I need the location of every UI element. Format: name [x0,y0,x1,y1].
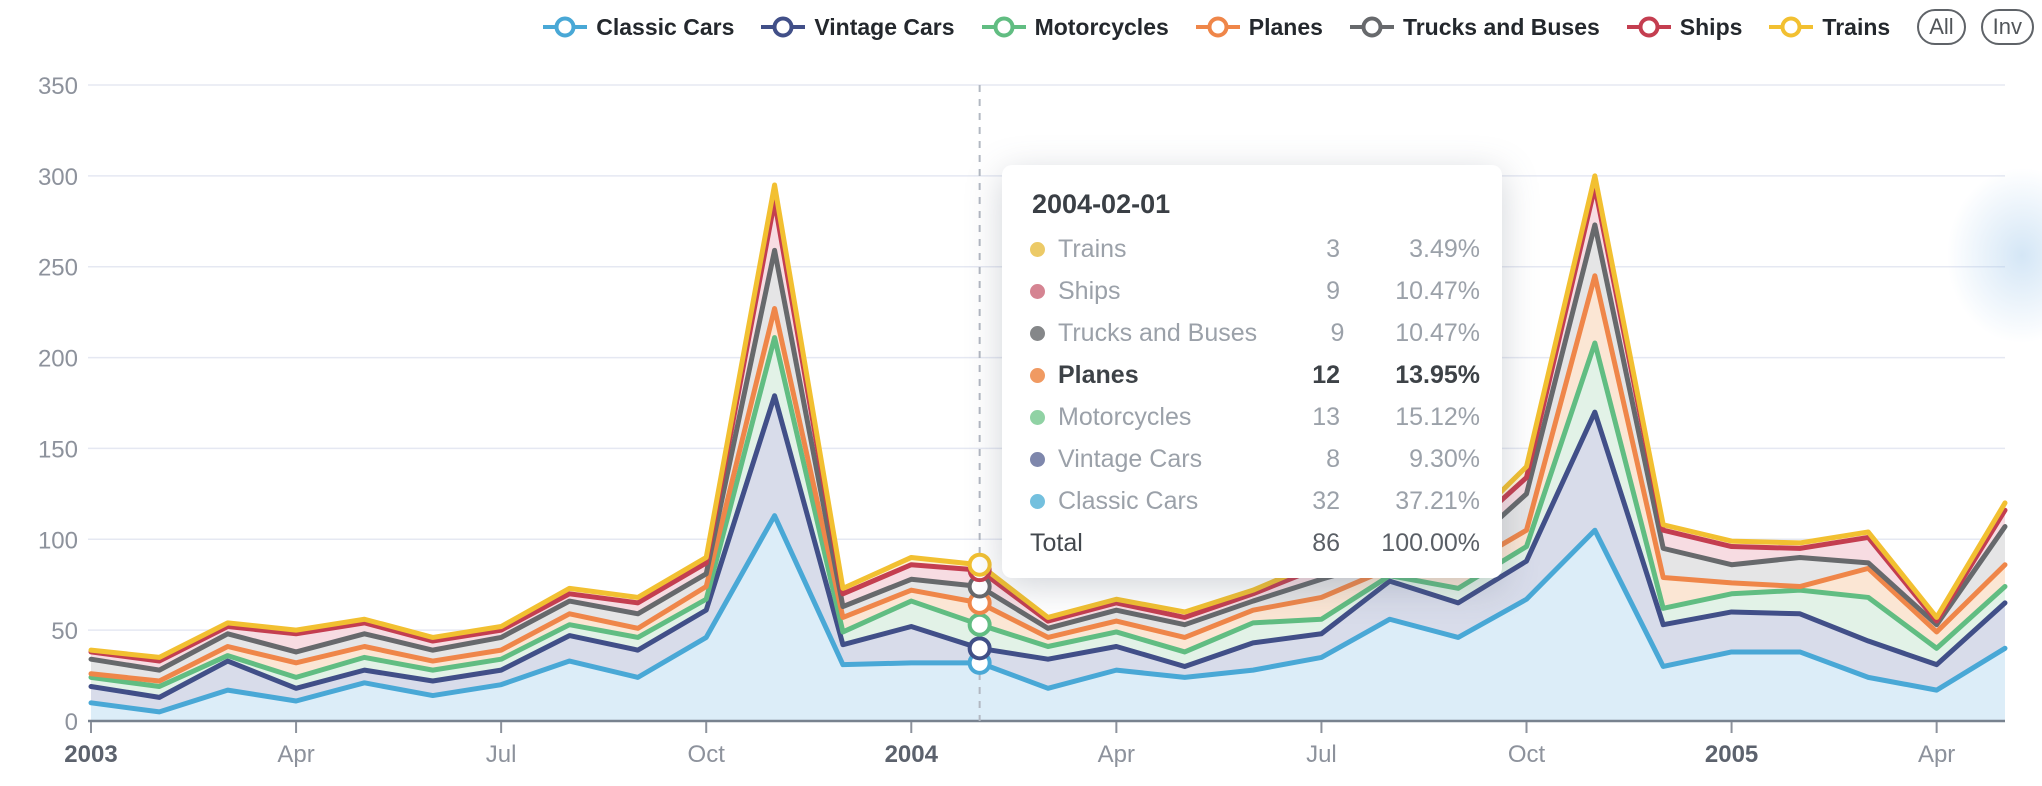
tooltip-rows: Trains 3 3.49% Ships 9 10.47% Trucks and Buses… [1030,228,1480,564]
y-axis-label: 100 [38,527,78,554]
tooltip-series-percent: 100.00% [1381,528,1480,557]
tooltip-series-value: 32 [1312,486,1340,515]
hover-marker-trains [967,552,992,577]
y-axis-label: 50 [51,618,78,645]
series-line-vintage-cars [88,393,2008,700]
legend-item-trains[interactable]: Trains [1769,14,1890,41]
tooltip-date: 2004-02-01 [1032,189,1171,219]
x-axis-label: 2003 [64,741,117,768]
tooltip-series-value: 3 [1326,234,1340,263]
tooltip-row-classic-cars: Classic Cars 32 37.21% [1030,480,1480,522]
series-line-ships [88,184,2008,664]
x-axis-label: 2005 [1705,741,1758,768]
legend-label: Ships [1679,13,1743,40]
tooltip-series-name: Motorcycles [1058,402,1192,431]
series-line-motorcycles [88,335,2008,689]
tooltip-series-name: Total [1030,528,1083,557]
x-axis-label: 2004 [885,741,939,768]
legend-marker-icon [1769,16,1814,38]
legend-marker-icon [543,16,588,38]
y-axis-label: 250 [38,255,78,282]
tooltip-series-name: Trucks and Buses [1058,318,1258,347]
hover-marker-motorcycles [967,612,992,637]
tooltip-series-percent: 3.49% [1409,234,1480,263]
tooltip-row-ships: Ships 9 10.47% [1030,270,1480,312]
tooltip: 2004-02-01 Trains 3 3.49% Ships 9 10.47% Truck… [1002,165,1502,578]
x-axis-label: Oct [688,741,726,768]
y-axis-label: 350 [38,73,78,100]
x-axis-label: Apr [277,741,314,768]
y-axis-label: 300 [38,164,78,191]
area-fill-vintage-cars [91,395,2005,712]
y-axis-label: 150 [38,436,78,463]
legend-item-classic-cars[interactable]: Classic Cars [543,14,734,41]
tooltip-row-vintage-cars: Vintage Cars 8 9.30% [1030,438,1480,480]
legend-label: Planes [1248,13,1323,40]
series-dot-icon [1030,325,1045,341]
area-fill-classic-cars [91,515,2005,721]
legend: Classic Cars Vintage Cars Motorcycles Plane… [0,4,2034,50]
tooltip-series-percent: 37.21% [1395,486,1480,515]
x-axis-label: Jul [486,741,517,768]
legend-marker-icon [1626,16,1671,38]
x-axis-label: Oct [1508,741,1546,768]
tooltip-series-percent: 10.47% [1395,318,1480,347]
series-line-classic-cars [88,513,2008,715]
legend-label: Trucks and Buses [1402,13,1600,40]
y-axis-label: 0 [65,709,78,736]
tooltip-row-trains: Trains 3 3.49% [1030,228,1480,270]
y-axis-label: 200 [38,346,78,373]
series-dot-icon [1030,451,1045,467]
tooltip-series-percent: 15.12% [1395,402,1480,431]
series-dot-icon [1030,367,1045,383]
legend-label: Vintage Cars [814,13,955,40]
series-line-trains [88,173,2008,660]
x-axis-label: Apr [1098,741,1135,768]
series-line-planes [88,273,2008,684]
legend-label: Motorcycles [1034,13,1169,40]
legend-marker-icon [981,16,1026,38]
legend-item-trucks-and-buses[interactable]: Trucks and Buses [1349,13,1600,41]
x-axis-label: Jul [1306,741,1337,768]
tooltip-series-percent: 9.30% [1409,444,1480,473]
legend-marker-icon [761,16,806,38]
series-dot-icon [1030,493,1045,509]
tooltip-row-trucks-and-buses: Trucks and Buses 9 10.47% [1030,312,1480,354]
tooltip-series-value: 13 [1312,402,1340,431]
series-dot-icon [1030,283,1045,299]
tooltip-series-value: 86 [1312,528,1340,557]
legend-marker-icon [1349,16,1394,38]
tooltip-series-name: Vintage Cars [1058,444,1203,473]
tooltip-series-name: Ships [1058,276,1121,305]
tooltip-series-percent: 10.47% [1395,276,1480,305]
tooltip-series-value: 12 [1312,360,1340,389]
tooltip-series-value: 8 [1326,444,1340,473]
tooltip-series-value: 9 [1330,318,1345,347]
legend-item-ships[interactable]: Ships [1626,13,1743,41]
legend-label: Classic Cars [596,13,735,40]
tooltip-series-percent: 13.95% [1395,360,1480,389]
legend-all-button[interactable]: All [1917,9,1966,45]
legend-marker-icon [1195,16,1240,38]
tooltip-series-name: Planes [1058,360,1139,389]
hover-marker-vintage-cars [967,636,992,661]
legend-item-planes[interactable]: Planes [1195,13,1323,41]
series-dot-icon [1030,241,1045,257]
legend-item-vintage-cars[interactable]: Vintage Cars [761,13,955,41]
legend-label: Trains [1822,13,1891,40]
tooltip-series-value: 9 [1326,276,1340,305]
legend-inv-button[interactable]: Inv [1980,9,2034,45]
legend-item-motorcycles[interactable]: Motorcycles [981,13,1169,41]
series-dot-icon [1030,409,1045,425]
tooltip-row-total: Total 86 100.00% [1030,522,1480,564]
series-line-trucks-and-buses [88,222,2008,673]
x-axis-label: Apr [1918,741,1955,768]
tooltip-row-planes: Planes 12 13.95% [1030,354,1480,396]
tooltip-series-name: Classic Cars [1058,486,1199,515]
tooltip-series-name: Trains [1058,234,1127,263]
tooltip-row-motorcycles: Motorcycles 13 15.12% [1030,396,1480,438]
